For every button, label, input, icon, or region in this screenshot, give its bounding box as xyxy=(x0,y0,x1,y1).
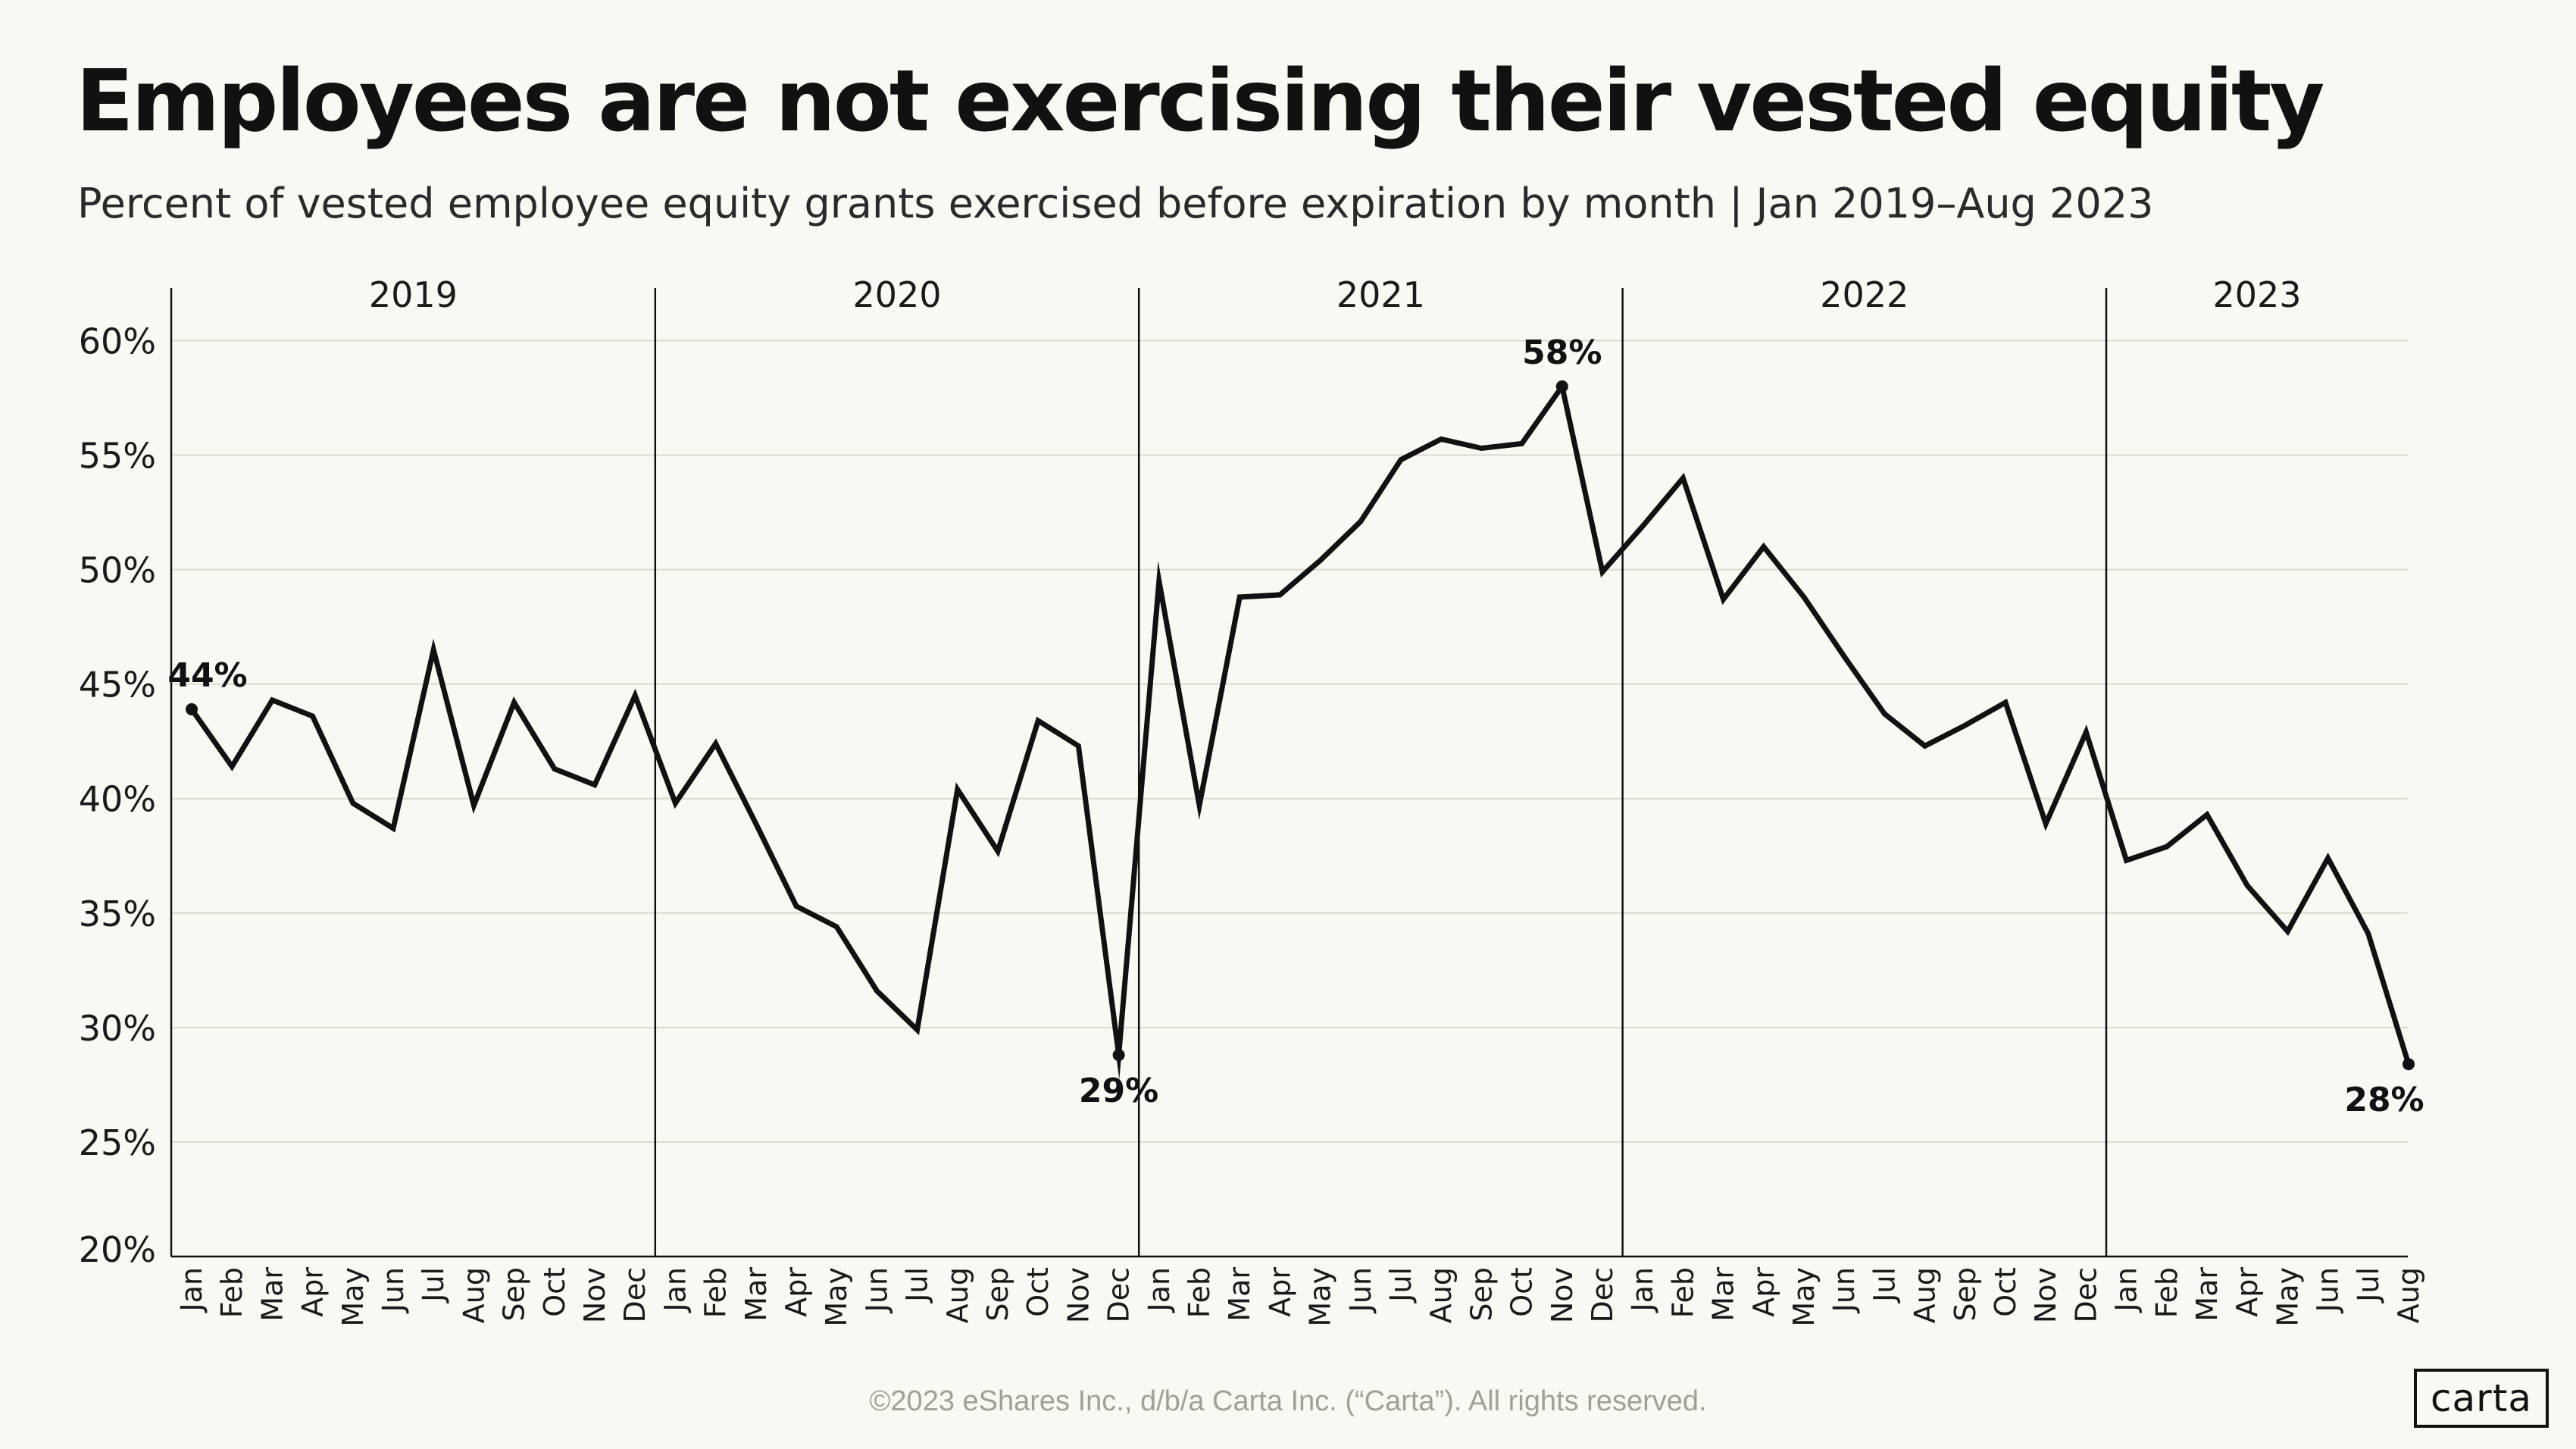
y-tick-label: 35% xyxy=(79,893,156,934)
x-tick-label: Sep xyxy=(498,1267,531,1322)
y-tick-label: 25% xyxy=(79,1122,156,1163)
x-tick-label: Jun xyxy=(2312,1267,2345,1313)
x-tick-label: Jan xyxy=(1143,1267,1176,1313)
x-tick-label: May xyxy=(1787,1267,1821,1327)
x-tick-label: Sep xyxy=(981,1267,1014,1322)
x-tick-label: Apr xyxy=(1747,1267,1780,1317)
x-tick-label: Feb xyxy=(1183,1267,1216,1318)
x-tick-label: Jan xyxy=(1626,1267,1659,1313)
data-point-marker xyxy=(186,703,198,715)
x-tick-label: Oct xyxy=(1021,1267,1055,1317)
x-tick-label: Feb xyxy=(2150,1267,2184,1318)
x-tick-label: Feb xyxy=(1666,1267,1699,1318)
x-tick-label: Nov xyxy=(1061,1267,1095,1323)
x-tick-label: Oct xyxy=(538,1267,571,1317)
x-tick-label: Nov xyxy=(1546,1267,1579,1323)
x-tick-label: Jun xyxy=(1827,1267,1861,1313)
x-tick-label: Jun xyxy=(860,1267,893,1313)
x-tick-label: Apr xyxy=(1263,1267,1296,1317)
x-tick-label: Jun xyxy=(377,1267,410,1313)
x-tick-label: Nov xyxy=(2029,1267,2062,1323)
x-tick-label: Aug xyxy=(941,1267,974,1323)
x-tick-label: Dec xyxy=(1102,1267,1136,1323)
data-label: 28% xyxy=(2344,1081,2424,1119)
year-label: 2023 xyxy=(2212,274,2301,315)
x-tick-label: Nov xyxy=(578,1267,611,1323)
x-tick-label: Aug xyxy=(1424,1267,1458,1323)
x-tick-label: May xyxy=(2271,1267,2304,1327)
y-tick-label: 20% xyxy=(79,1229,156,1270)
x-tick-label: May xyxy=(1304,1267,1337,1327)
x-tick-label: May xyxy=(820,1267,853,1327)
series-line xyxy=(189,380,2412,1080)
x-tick-label: Apr xyxy=(2231,1267,2264,1317)
chart-title: Employees are not exercising their veste… xyxy=(76,52,2324,151)
x-tick-label: Jan xyxy=(175,1267,208,1313)
year-label: 2021 xyxy=(1336,274,1425,315)
x-tick-label: Jun xyxy=(1344,1267,1377,1313)
year-label: 2020 xyxy=(852,274,941,315)
x-tick-label: Jul xyxy=(1384,1267,1418,1303)
x-tick-label: Oct xyxy=(1505,1267,1539,1317)
x-tick-label: Aug xyxy=(2392,1267,2425,1323)
x-tick-label: Dec xyxy=(618,1267,652,1323)
x-tick-label: Jul xyxy=(901,1267,934,1303)
data-label: 44% xyxy=(167,656,247,695)
y-tick-label: 50% xyxy=(79,550,156,591)
x-tick-label: May xyxy=(336,1267,370,1327)
x-tick-label: Dec xyxy=(1586,1267,1619,1323)
x-tick-label: Mar xyxy=(2190,1267,2224,1322)
x-tick-label: Jul xyxy=(2352,1267,2385,1303)
x-tick-label: Sep xyxy=(1949,1267,1982,1322)
x-tick-label: Mar xyxy=(1707,1267,1740,1322)
data-point-marker xyxy=(1555,380,1568,393)
chart-subtitle: Percent of vested employee equity grants… xyxy=(77,180,2154,227)
x-tick-label: Feb xyxy=(699,1267,733,1318)
x-tick-label: Jan xyxy=(658,1267,692,1313)
x-tick-label: Feb xyxy=(215,1267,249,1318)
x-tick-label: Dec xyxy=(2069,1267,2102,1323)
x-tick-label: Mar xyxy=(255,1267,289,1322)
x-tick-label: Apr xyxy=(296,1267,330,1317)
y-tick-label: 30% xyxy=(79,1008,156,1049)
x-tick-label: Apr xyxy=(780,1267,813,1317)
y-tick-label: 45% xyxy=(79,665,156,706)
x-tick-label: Jul xyxy=(417,1267,450,1303)
x-tick-label: Aug xyxy=(457,1267,490,1323)
year-label: 2022 xyxy=(1820,274,1909,315)
x-tick-label: Jan xyxy=(2110,1267,2143,1313)
carta-logo: carta xyxy=(2414,1369,2549,1428)
x-tick-label: Aug xyxy=(1909,1267,1942,1323)
data-point-marker xyxy=(1112,1049,1125,1062)
line-chart: 20% 25% 30% 35% 40% 45% 50% 55% 60% 2019 2020 2021 2… xyxy=(79,274,2425,1327)
copyright-footer: ©2023 eShares Inc., d/b/a Carta Inc. (“C… xyxy=(869,1385,1707,1417)
x-tick-label: Mar xyxy=(739,1267,773,1322)
x-tick-label: Oct xyxy=(1989,1267,2022,1317)
y-tick-label: 55% xyxy=(79,436,156,477)
data-label: 58% xyxy=(1522,333,1602,372)
y-tick-label: 60% xyxy=(79,321,156,361)
year-label: 2019 xyxy=(369,274,458,315)
data-point-marker xyxy=(2402,1058,2415,1071)
data-label: 29% xyxy=(1079,1072,1158,1110)
x-tick-label: Jul xyxy=(1868,1267,1901,1303)
x-tick-label: Mar xyxy=(1223,1267,1256,1322)
x-tick-label: Sep xyxy=(1465,1267,1498,1322)
y-tick-label: 40% xyxy=(79,779,156,820)
